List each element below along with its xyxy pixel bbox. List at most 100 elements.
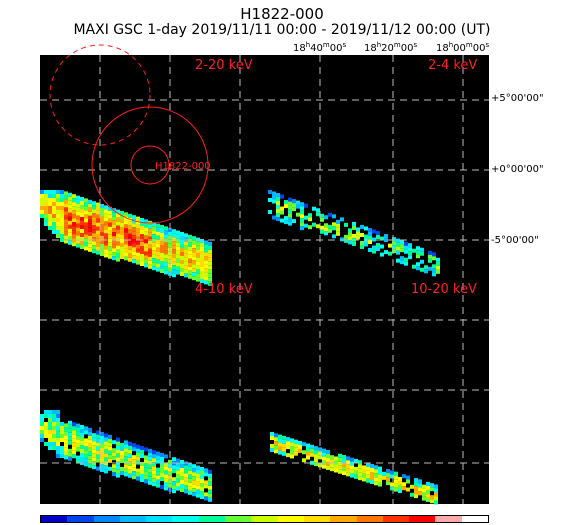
count-pixel — [88, 223, 92, 228]
count-pixel — [184, 253, 188, 258]
count-pixel — [116, 253, 120, 258]
count-pixel — [192, 260, 196, 265]
count-pixel — [188, 270, 192, 275]
count-pixel — [292, 207, 296, 212]
count-pixel — [336, 231, 340, 236]
count-pixel — [414, 494, 418, 499]
count-pixel — [376, 247, 380, 252]
count-pixel — [370, 468, 374, 472]
count-pixel — [100, 436, 104, 440]
count-pixel — [300, 214, 304, 219]
count-pixel — [432, 272, 436, 277]
count-pixel — [52, 198, 56, 202]
count-pixel — [52, 414, 56, 418]
count-pixel — [140, 462, 144, 466]
count-pixel — [76, 195, 80, 200]
count-pixel — [276, 209, 280, 214]
count-pixel — [334, 464, 338, 469]
count-pixel — [192, 488, 196, 493]
count-pixel — [124, 444, 128, 449]
count-pixel — [204, 252, 208, 257]
count-pixel — [392, 241, 396, 246]
count-pixel — [108, 214, 112, 219]
count-pixel — [196, 473, 200, 478]
count-pixel — [318, 447, 322, 452]
count-pixel — [60, 222, 64, 226]
count-pixel — [168, 267, 172, 272]
count-pixel — [176, 482, 180, 487]
count-pixel — [144, 471, 148, 476]
count-pixel — [116, 213, 120, 218]
count-pixel — [124, 452, 128, 457]
count-pixel — [306, 447, 310, 452]
count-pixel — [302, 458, 306, 463]
count-pixel — [40, 206, 44, 210]
count-pixel — [268, 210, 272, 214]
count-pixel — [88, 451, 92, 456]
count-pixel — [410, 492, 414, 497]
count-pixel — [184, 265, 188, 270]
count-pixel — [342, 455, 346, 460]
count-pixel — [326, 465, 330, 470]
count-pixel — [76, 447, 80, 452]
count-pixel — [176, 230, 180, 235]
count-pixel — [48, 442, 52, 446]
count-pixel — [208, 277, 212, 282]
count-pixel — [56, 190, 60, 194]
count-pixel — [322, 452, 326, 457]
count-pixel — [80, 209, 84, 213]
count-pixel — [160, 453, 164, 457]
count-pixel — [188, 254, 192, 259]
count-pixel — [60, 430, 64, 434]
count-pixel — [358, 476, 362, 481]
count-pixel — [208, 473, 212, 478]
count-pixel — [298, 444, 302, 449]
count-pixel — [144, 223, 148, 228]
count-pixel — [84, 230, 88, 235]
count-pixel — [160, 485, 164, 489]
count-pixel — [76, 223, 80, 228]
count-pixel — [176, 254, 180, 259]
count-pixel — [64, 435, 68, 440]
count-pixel — [406, 475, 410, 480]
count-pixel — [84, 242, 88, 247]
count-pixel — [354, 466, 358, 471]
count-pixel — [208, 249, 212, 254]
count-pixel — [124, 468, 128, 473]
count-pixel — [188, 470, 192, 475]
count-pixel — [372, 229, 376, 234]
count-pixel — [124, 460, 128, 465]
count-pixel — [276, 197, 280, 202]
count-pixel — [96, 206, 100, 211]
count-pixel — [48, 194, 52, 198]
count-pixel — [364, 242, 368, 247]
count-pixel — [286, 441, 290, 446]
count-pixel — [128, 457, 132, 462]
count-pixel — [80, 201, 84, 205]
count-pixel — [204, 496, 208, 501]
count-pixel — [68, 192, 72, 197]
count-pixel — [120, 215, 124, 219]
count-pixel — [84, 222, 88, 227]
count-pixel — [196, 265, 200, 270]
count-pixel — [346, 464, 350, 469]
count-pixel — [176, 246, 180, 251]
count-pixel — [92, 233, 96, 238]
count-pixel — [390, 486, 394, 491]
count-pixel — [196, 277, 200, 282]
count-pixel — [358, 472, 362, 477]
count-pixel — [116, 445, 120, 450]
panel-label-2-4kev: 2-4 keV — [428, 58, 477, 73]
ra-tick-1800: 18h00m00s — [436, 41, 489, 54]
count-pixel — [96, 226, 100, 231]
count-pixel — [120, 227, 124, 231]
count-pixel — [112, 216, 116, 221]
colorbar-swatch — [67, 516, 94, 522]
count-pixel — [358, 460, 362, 465]
count-pixel — [398, 480, 402, 485]
count-pixel — [96, 442, 100, 447]
count-pixel — [160, 469, 164, 473]
count-pixel — [40, 426, 44, 430]
count-pixel — [404, 249, 408, 254]
count-pixel — [44, 410, 48, 414]
